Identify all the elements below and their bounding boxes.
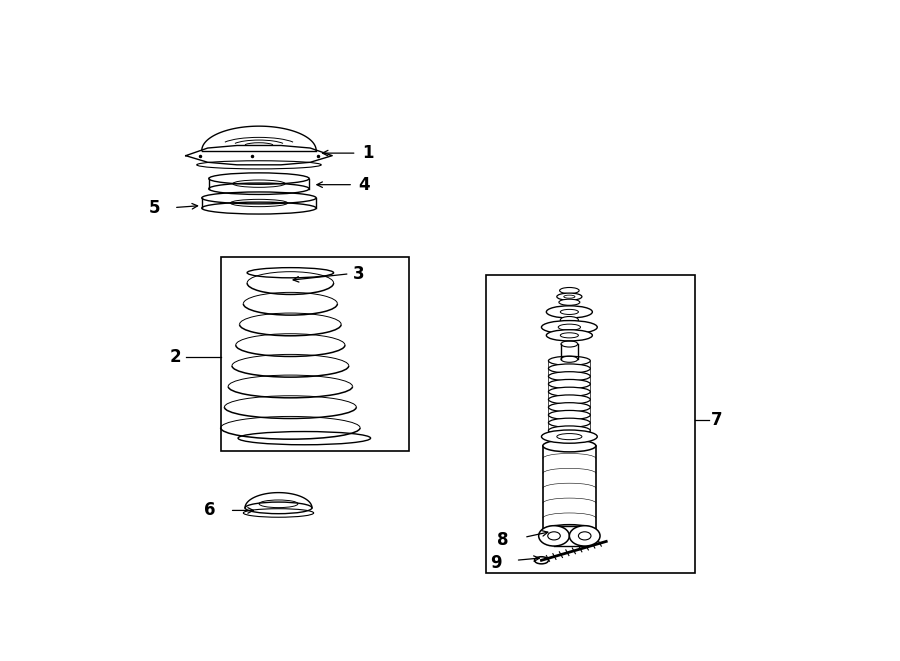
Ellipse shape <box>542 321 598 334</box>
Ellipse shape <box>557 293 582 300</box>
Ellipse shape <box>559 299 580 305</box>
Ellipse shape <box>548 410 590 420</box>
Bar <box>486 275 695 573</box>
Ellipse shape <box>543 525 596 537</box>
Ellipse shape <box>548 426 590 435</box>
Ellipse shape <box>546 330 592 341</box>
Ellipse shape <box>548 371 590 381</box>
Text: 5: 5 <box>148 198 160 217</box>
Text: 7: 7 <box>711 411 723 430</box>
Bar <box>220 258 409 451</box>
Ellipse shape <box>548 356 590 366</box>
Ellipse shape <box>548 379 590 389</box>
Ellipse shape <box>548 387 590 397</box>
Ellipse shape <box>560 288 579 293</box>
Text: 9: 9 <box>491 554 501 572</box>
Ellipse shape <box>542 430 598 444</box>
Ellipse shape <box>570 525 600 546</box>
Ellipse shape <box>539 525 570 546</box>
Ellipse shape <box>546 306 592 318</box>
Text: 1: 1 <box>362 144 374 162</box>
Text: 8: 8 <box>497 531 508 549</box>
Ellipse shape <box>548 395 590 404</box>
Text: 4: 4 <box>359 176 370 194</box>
Ellipse shape <box>548 418 590 428</box>
Ellipse shape <box>561 317 579 324</box>
Ellipse shape <box>543 440 596 452</box>
Text: 3: 3 <box>353 265 364 283</box>
Text: 6: 6 <box>204 502 216 520</box>
Text: 2: 2 <box>170 348 181 366</box>
Ellipse shape <box>548 364 590 373</box>
Ellipse shape <box>548 403 590 412</box>
